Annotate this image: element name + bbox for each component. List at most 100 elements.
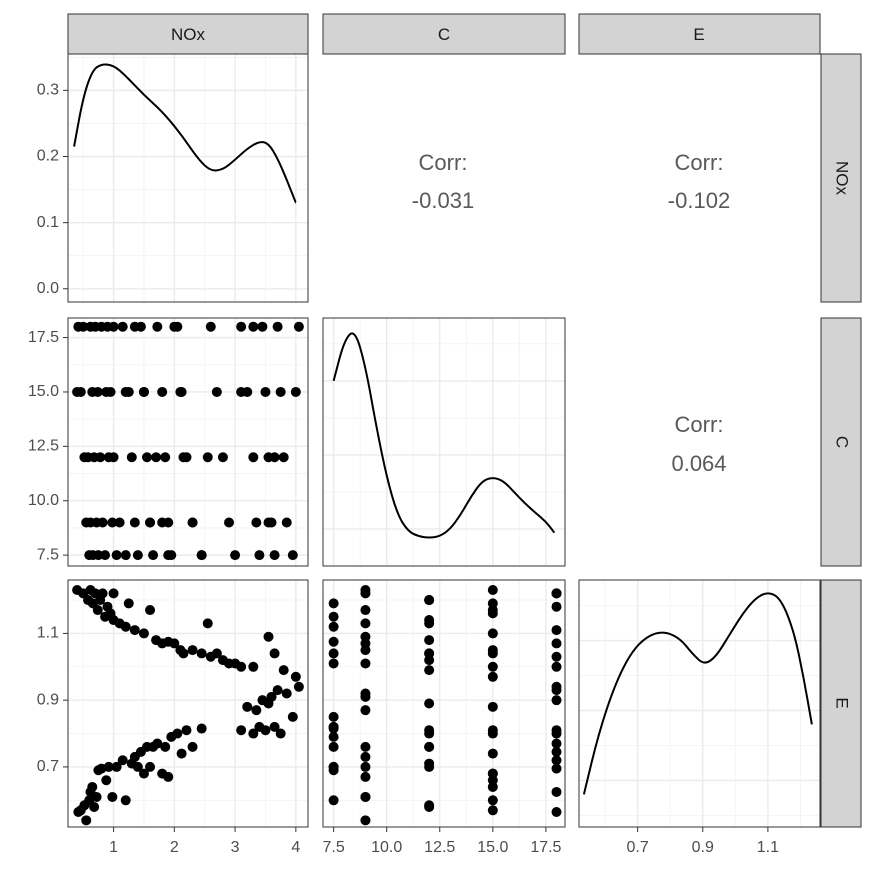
data-point: [120, 795, 131, 806]
row-strip-c-label: C: [833, 436, 852, 448]
data-point: [487, 728, 498, 739]
column-strip-e: E: [578, 13, 821, 55]
data-point: [83, 452, 94, 463]
data-point: [138, 386, 149, 397]
data-point: [487, 648, 498, 659]
data-point: [72, 386, 83, 397]
data-point: [269, 550, 280, 561]
panel-background: [68, 318, 308, 566]
data-point: [236, 386, 247, 397]
data-point: [269, 452, 280, 463]
data-point: [169, 638, 180, 649]
x-tick-label: 0.9: [692, 839, 714, 856]
data-point: [328, 721, 339, 732]
y-tick-label: 0.1: [37, 214, 59, 231]
data-point: [248, 661, 259, 672]
data-point: [487, 805, 498, 816]
data-point: [181, 725, 192, 736]
data-point: [360, 588, 371, 599]
y-tick-label: 15.0: [28, 383, 59, 400]
data-point: [123, 386, 134, 397]
data-point: [251, 517, 262, 528]
data-point: [123, 598, 134, 609]
data-point: [424, 595, 435, 606]
corr-label: Corr:: [675, 150, 724, 175]
data-point: [424, 618, 435, 629]
data-point: [103, 761, 114, 772]
data-point: [91, 791, 102, 802]
density-curve-c: [332, 332, 556, 539]
y-tick-label: 10.0: [28, 492, 59, 509]
data-point: [100, 550, 111, 561]
data-point: [111, 550, 122, 561]
data-point: [132, 550, 143, 561]
row-strip-nox: NOx: [820, 53, 862, 303]
panel-nox-vs-nox: [67, 53, 309, 303]
data-point: [551, 638, 562, 649]
panel-border: [322, 579, 566, 828]
data-point: [152, 321, 163, 332]
data-point: [145, 605, 156, 616]
data-point: [487, 671, 498, 682]
data-point: [251, 705, 262, 716]
density-curve-e: [582, 592, 813, 795]
data-point: [293, 321, 304, 332]
data-point: [487, 598, 498, 609]
data-point: [169, 321, 180, 332]
data-point: [157, 386, 168, 397]
panel-c-vs-nox: [67, 317, 309, 567]
data-point: [269, 648, 280, 659]
data-point: [360, 645, 371, 656]
row-strip-c: C: [820, 317, 862, 567]
data-point: [81, 815, 92, 826]
data-point: [275, 728, 286, 739]
data-point: [281, 688, 292, 699]
data-point: [108, 321, 119, 332]
data-point: [260, 386, 271, 397]
plot-panels: [67, 53, 821, 828]
data-point: [360, 771, 371, 782]
data-point: [120, 550, 131, 561]
data-point: [487, 661, 498, 672]
data-point: [551, 786, 562, 797]
data-point: [236, 321, 247, 332]
data-point: [138, 628, 149, 639]
data-point: [424, 741, 435, 752]
data-point: [424, 801, 435, 812]
data-point: [487, 585, 498, 596]
data-point: [114, 517, 125, 528]
data-point: [487, 748, 498, 759]
data-point: [551, 746, 562, 757]
data-point: [551, 738, 562, 749]
data-point: [328, 731, 339, 742]
corr-value: -0.031: [412, 188, 474, 213]
data-point: [272, 321, 283, 332]
data-point: [328, 711, 339, 722]
data-point: [263, 517, 274, 528]
data-point: [278, 665, 289, 676]
data-point: [117, 755, 128, 766]
data-point: [275, 386, 286, 397]
panel-border: [322, 317, 566, 567]
data-point: [328, 658, 339, 669]
data-point: [205, 321, 216, 332]
data-point: [160, 452, 171, 463]
data-point: [551, 661, 562, 672]
x-tick-label: 7.5: [322, 839, 344, 856]
column-strip-nox-label: NOx: [171, 25, 206, 44]
data-point: [360, 688, 371, 699]
x-tick-label: 17.5: [530, 839, 561, 856]
data-point: [211, 648, 222, 659]
data-point: [281, 517, 292, 528]
data-point: [163, 771, 174, 782]
density-curve-nox: [73, 63, 297, 204]
data-point: [551, 763, 562, 774]
y-tick-label: 0.7: [37, 758, 59, 775]
data-point: [163, 550, 174, 561]
y-tick-label: 7.5: [37, 546, 59, 563]
data-point: [157, 517, 168, 528]
data-point: [176, 748, 187, 759]
data-point: [424, 728, 435, 739]
data-point: [360, 658, 371, 669]
x-tick-label: 4: [291, 839, 300, 856]
